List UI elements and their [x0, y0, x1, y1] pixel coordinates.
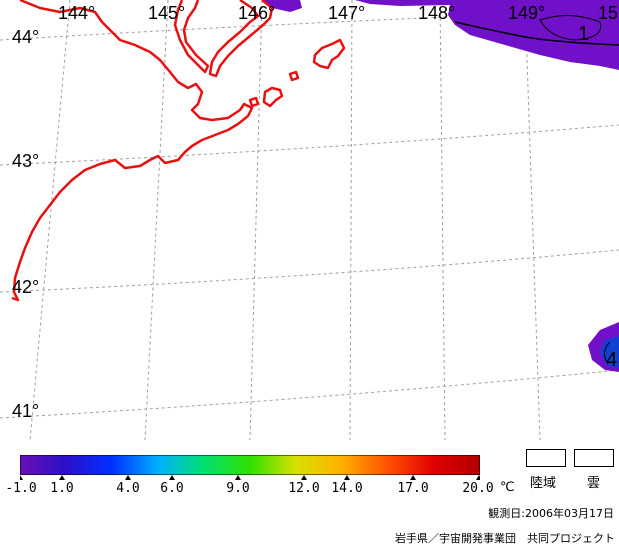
- latitude-line-41: [0, 369, 619, 419]
- cloud-legend-label: 雲: [587, 476, 601, 491]
- longitude-label-150: 15: [598, 3, 619, 23]
- latitude-line-42: [0, 249, 619, 293]
- colorbar-tick-label: 17.0: [397, 481, 429, 496]
- colorbar-tick-label: 1.0: [50, 481, 74, 496]
- sst-region-northeast: [262, 0, 619, 70]
- colorbar-tick-label: 9.0: [226, 481, 250, 496]
- colorbar-tick-label: 4.0: [116, 481, 140, 496]
- credit-text: 岩手県／宇宙開発事業団 共同プロジェクト: [395, 532, 615, 545]
- sst-colorbar: [20, 455, 480, 475]
- latitude-label-44: 44°: [12, 27, 40, 47]
- cloud-legend-box: [574, 449, 614, 467]
- colorbar-tick-label: 6.0: [160, 481, 184, 496]
- contour-label: 4: [606, 349, 617, 371]
- sst-map: 1 4: [0, 0, 619, 440]
- latitude-label-42: 42°: [12, 277, 40, 297]
- colorbar-tick-label: 14.0: [331, 481, 363, 496]
- longitude-line-147: [349, 0, 353, 440]
- longitude-label-148: 148°: [418, 3, 456, 23]
- longitude-line-149: [524, 0, 541, 440]
- latitude-label-41: 41°: [12, 401, 40, 421]
- colorbar-ticks: [20, 475, 480, 480]
- latitude-line-44: [0, 9, 619, 41]
- longitude-line-145: [144, 0, 169, 440]
- latitude-line-43: [0, 124, 619, 166]
- longitude-label-146: 146°: [238, 3, 276, 23]
- coastline: [11, 0, 346, 302]
- colorbar-tick-label: -1.0: [5, 481, 37, 496]
- sst-region-southeast: [588, 322, 619, 372]
- longitude-label-145: 145°: [148, 3, 186, 23]
- longitude-line-144: [29, 0, 71, 440]
- graticule: [0, 0, 619, 440]
- latitude-label-43: 43°: [12, 151, 40, 171]
- colorbar-tick-label: 20.0: [462, 481, 494, 496]
- observation-date: 観測日:2006年03月17日: [488, 507, 614, 520]
- land-legend-box: [526, 449, 566, 467]
- colorbar-tick-label: 12.0: [288, 481, 320, 496]
- longitude-line-146: [249, 0, 263, 440]
- longitude-label-144: 144°: [58, 3, 96, 23]
- longitude-line-148: [439, 0, 446, 440]
- contour-line: [604, 341, 611, 365]
- contour-label: 1: [578, 23, 589, 45]
- land-legend-label: 陸域: [530, 476, 557, 491]
- longitude-label-147: 147°: [328, 3, 366, 23]
- contour-line: [539, 15, 602, 41]
- contour-line: [454, 21, 619, 46]
- longitude-label-149: 149°: [508, 3, 546, 23]
- colorbar-unit: ℃: [500, 480, 515, 495]
